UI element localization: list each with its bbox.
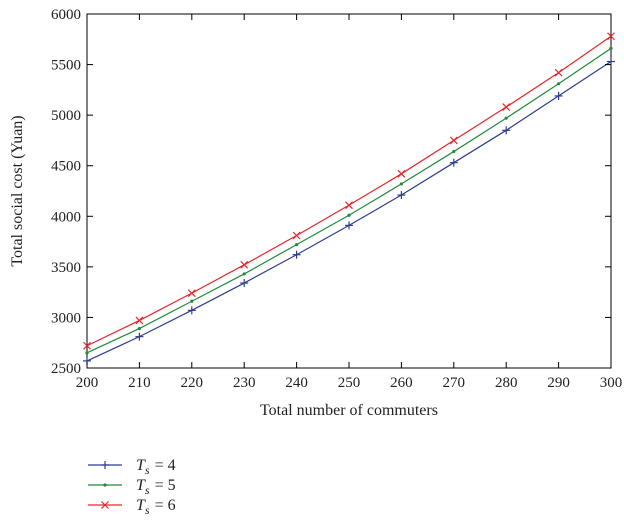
series-1-point-1 — [137, 326, 141, 331]
legend-label: Ts = 4 — [136, 457, 176, 477]
series-2 — [83, 32, 615, 350]
series-2-point-9 — [554, 68, 563, 77]
series-0-point-6 — [397, 191, 406, 200]
legend-entry-2: Ts = 6 — [88, 497, 176, 517]
series-legend-1-point-0 — [103, 483, 107, 487]
y-tick-label: 3000 — [51, 310, 81, 326]
legend-label: Ts = 5 — [136, 477, 176, 497]
series-legend-0-point-0 — [101, 461, 109, 469]
legend-label: Ts = 6 — [136, 497, 176, 517]
series-2-point-10 — [607, 32, 615, 41]
x-tick-label: 230 — [233, 375, 256, 391]
series-lines — [83, 32, 615, 365]
x-tick-label: 210 — [128, 375, 151, 391]
series-2-point-8 — [502, 103, 511, 111]
y-tick-label: 5000 — [51, 108, 81, 124]
series-2-point-7 — [449, 136, 458, 145]
series-0-point-9 — [554, 91, 563, 100]
plot-area — [86, 13, 612, 369]
series-2-point-6 — [397, 169, 406, 178]
x-tick-label: 290 — [547, 375, 570, 391]
legend-entry-1: Ts = 5 — [88, 477, 176, 497]
y-tick-label: 4000 — [51, 209, 81, 225]
series-0-point-4 — [292, 250, 301, 259]
series-1-point-7 — [452, 149, 456, 154]
series-1-point-0 — [85, 351, 89, 355]
y-tick-label: 5500 — [51, 58, 81, 74]
y-tick-label: 6000 — [51, 7, 81, 23]
series-0-point-1 — [135, 332, 144, 341]
x-tick-label: 220 — [181, 375, 204, 391]
axis-ticks: 200 210 220 230 240 250 260 270 280 290 300 2500 300… — [51, 7, 622, 391]
y-tick-label: 3500 — [51, 260, 81, 276]
x-tick-label: 260 — [390, 375, 413, 391]
series-1-point-8 — [504, 116, 508, 120]
series-2-point-1 — [135, 316, 144, 325]
series-legend-2-point-0 — [101, 501, 109, 509]
x-axis-label: Total number of commuters — [260, 402, 438, 419]
series-1-point-4 — [295, 243, 299, 247]
series-2-point-2 — [187, 289, 196, 298]
x-tick-label: 280 — [495, 375, 518, 391]
series-1-point-2 — [190, 299, 194, 303]
series-0-point-7 — [449, 158, 458, 167]
legend-entry-0: Ts = 4 — [88, 457, 176, 477]
y-tick-label: 4500 — [51, 159, 81, 175]
series-0 — [83, 57, 615, 365]
series-1-point-6 — [399, 182, 403, 186]
series-1-point-10 — [609, 46, 613, 50]
x-tick-label: 250 — [338, 375, 361, 391]
series-1-point-3 — [242, 272, 246, 276]
series-0-point-5 — [345, 221, 353, 230]
y-tick-label: 2500 — [51, 361, 81, 377]
series-1 — [85, 46, 613, 355]
series-0-point-2 — [187, 306, 196, 315]
x-tick-label: 200 — [76, 375, 99, 391]
y-axis-label: Total social cost (Yuan) — [9, 115, 26, 266]
series-2-point-0 — [83, 341, 91, 350]
legend: Ts = 4Ts = 5Ts = 6 — [88, 457, 176, 517]
series-1-point-5 — [347, 213, 351, 217]
x-tick-label: 270 — [443, 375, 466, 391]
series-1-point-9 — [557, 82, 561, 86]
series-0-point-8 — [502, 126, 511, 135]
plot-frame — [86, 13, 612, 369]
x-tick-label: 240 — [285, 375, 308, 391]
series-2-point-3 — [240, 260, 249, 269]
series-2-point-4 — [292, 231, 301, 240]
x-tick-label: 300 — [600, 375, 623, 391]
series-0-point-3 — [240, 279, 249, 288]
series-2-point-5 — [345, 201, 353, 210]
